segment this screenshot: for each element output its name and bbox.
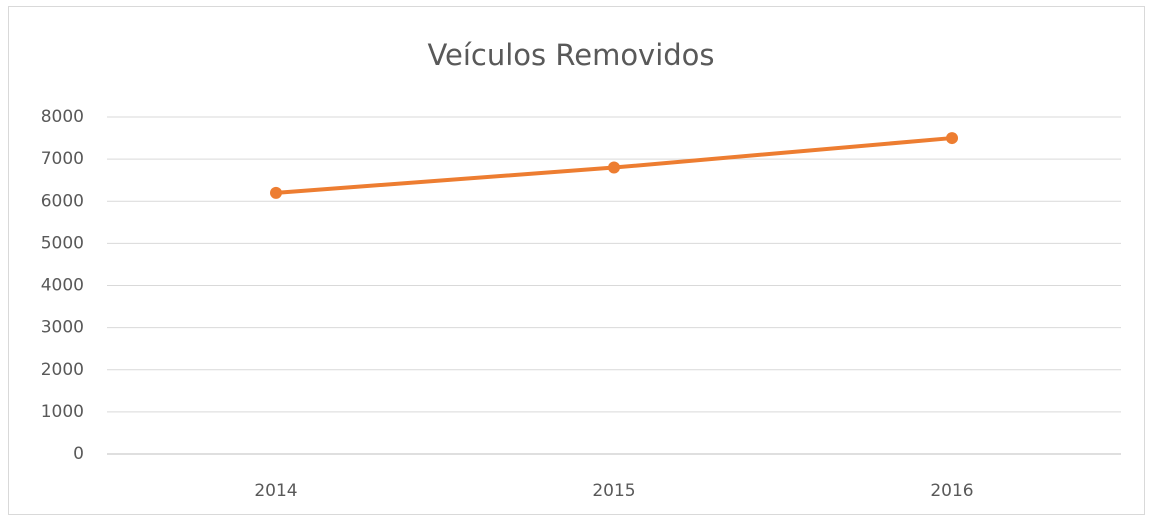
x-tick-label: 2015 <box>592 481 635 501</box>
y-tick-label: 2000 <box>41 360 84 380</box>
y-tick-label: 7000 <box>41 149 84 169</box>
y-tick-label: 6000 <box>41 191 84 211</box>
marker <box>946 132 958 145</box>
y-tick-label: 8000 <box>41 107 84 127</box>
y-tick-label: 3000 <box>41 318 84 338</box>
x-tick-label: 2016 <box>930 481 973 501</box>
y-tick-label: 4000 <box>41 276 84 296</box>
y-tick-label: 5000 <box>41 233 84 253</box>
marker <box>608 161 620 174</box>
x-tick-label: 2014 <box>254 481 297 501</box>
marker <box>270 186 282 199</box>
chart-border <box>8 6 1145 515</box>
y-tick-label: 1000 <box>41 402 84 422</box>
chart-title: Veículos Removidos <box>427 38 714 72</box>
y-tick-label: 0 <box>73 444 84 464</box>
